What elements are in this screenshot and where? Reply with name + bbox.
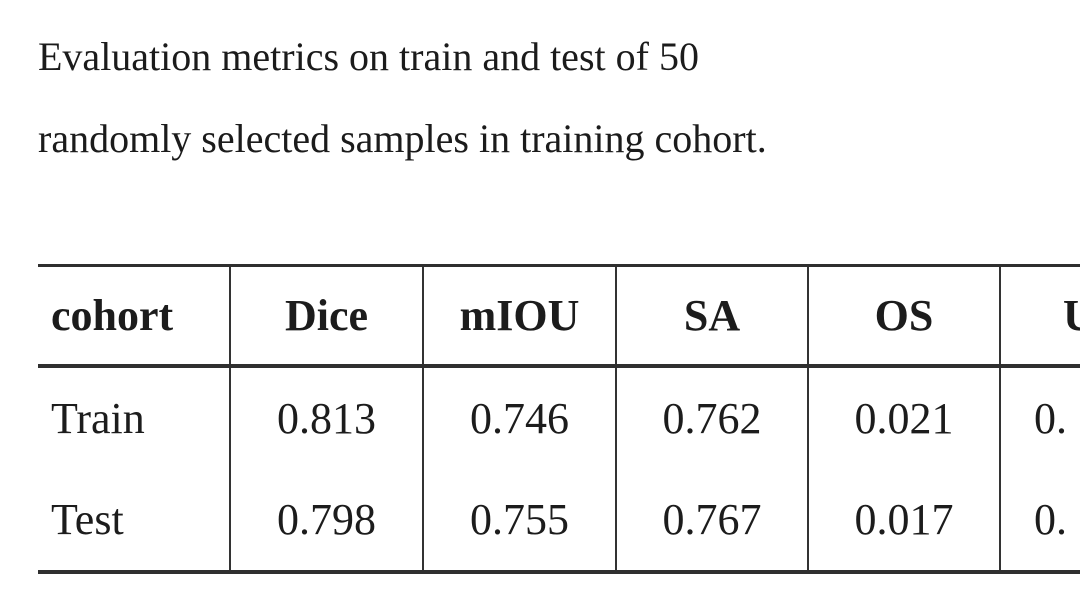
header-row: cohort Dice mIOU SA OS U <box>38 265 1080 366</box>
header-dice: Dice <box>229 265 424 366</box>
table-row-test: Test 0.798 0.755 0.767 0.017 0. <box>38 468 1080 572</box>
cell-test-miou: 0.755 <box>422 468 617 572</box>
cell-test-dice: 0.798 <box>229 468 424 572</box>
cell-test-sa: 0.767 <box>615 468 809 572</box>
header-os: OS <box>807 265 1001 366</box>
header-miou: mIOU <box>422 265 617 366</box>
caption-line-1: Evaluation metrics on train and test of … <box>38 34 699 79</box>
cell-train-os: 0.021 <box>807 365 1001 469</box>
table-caption: Evaluation metrics on train and test of … <box>38 16 998 180</box>
header-sa: SA <box>615 265 809 366</box>
cell-train-dice: 0.813 <box>229 365 424 469</box>
cell-train-miou: 0.746 <box>422 365 617 469</box>
cell-test-truncated: 0. <box>999 468 1080 572</box>
header-cohort: cohort <box>38 265 231 366</box>
metrics-table: cohort Dice mIOU SA OS U Train 0.813 0.7… <box>38 264 1080 574</box>
cell-train-sa: 0.762 <box>615 365 809 469</box>
caption-line-2: randomly selected samples in training co… <box>38 116 767 161</box>
table-row-train: Train 0.813 0.746 0.762 0.021 0. <box>38 365 1080 469</box>
cell-test-os: 0.017 <box>807 468 1001 572</box>
cell-test-cohort: Test <box>38 468 231 572</box>
cell-train-cohort: Train <box>38 365 231 469</box>
header-truncated-column: U <box>999 265 1080 366</box>
cell-train-truncated: 0. <box>999 365 1080 469</box>
